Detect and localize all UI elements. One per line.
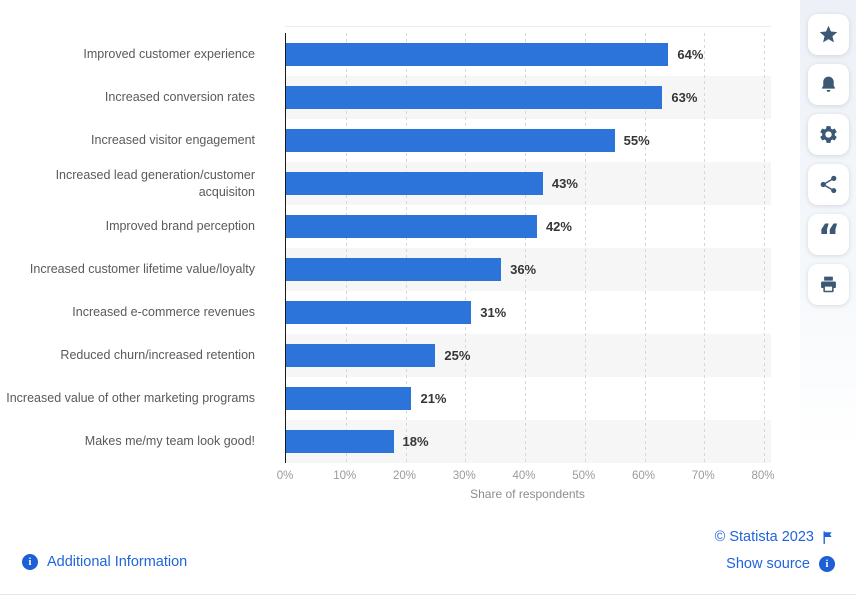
print-button[interactable] xyxy=(807,264,849,305)
category-label: Reduced churn/increased retention xyxy=(60,348,255,363)
show-source-label: Show source xyxy=(726,556,810,572)
additional-information-link[interactable]: i Additional Information xyxy=(22,554,187,570)
gridline xyxy=(465,33,467,463)
flag-icon xyxy=(823,530,832,544)
bar[interactable] xyxy=(286,344,436,367)
bar[interactable] xyxy=(286,215,537,238)
info-icon: i xyxy=(819,556,835,572)
category-label: Increased e-commerce revenues xyxy=(72,305,255,320)
gridline xyxy=(405,33,407,463)
toolbar-sidebar: “ xyxy=(800,0,856,600)
quote-icon: “ xyxy=(817,216,840,257)
bar-value-label: 36% xyxy=(510,262,537,277)
bar-value-label: 55% xyxy=(623,133,650,148)
category-label: Increased conversion rates xyxy=(104,90,255,105)
plot-top-border xyxy=(285,26,771,27)
x-tick-label: 30% xyxy=(452,470,476,482)
bar-value-label: 63% xyxy=(671,90,698,105)
copyright-link[interactable]: © Statista 2023 xyxy=(715,529,835,545)
bar[interactable] xyxy=(286,129,615,152)
gridline xyxy=(764,33,765,463)
additional-information-label: Additional Information xyxy=(47,554,188,570)
bar-value-label: 21% xyxy=(420,391,447,406)
bar-value-label: 64% xyxy=(677,47,704,62)
x-tick-label: 0% xyxy=(276,470,294,482)
bar[interactable] xyxy=(286,86,663,109)
x-tick-label: 10% xyxy=(333,470,357,482)
star-icon xyxy=(818,24,839,45)
share-button[interactable] xyxy=(807,164,849,205)
x-tick-label: 80% xyxy=(751,470,775,482)
category-label: Improved brand perception xyxy=(105,219,255,234)
x-tick-label: 60% xyxy=(631,470,656,482)
bell-icon xyxy=(818,74,839,95)
bar[interactable] xyxy=(286,172,543,195)
x-tick-label: 70% xyxy=(691,470,715,482)
gridline xyxy=(644,33,646,463)
star-button[interactable] xyxy=(807,14,849,55)
category-label: Increased visitor engagement xyxy=(91,133,255,148)
bar-value-label: 42% xyxy=(545,219,572,234)
gear-button[interactable] xyxy=(807,114,849,155)
share-icon xyxy=(818,174,839,195)
x-tick-label: 50% xyxy=(572,470,596,482)
info-icon: i xyxy=(22,554,38,570)
print-icon xyxy=(818,274,839,295)
x-tick-label: 20% xyxy=(392,470,417,482)
category-label: Increased lead generation/customer acqui… xyxy=(55,168,255,199)
bar-value-label: 43% xyxy=(551,176,578,191)
bar[interactable] xyxy=(286,258,502,281)
category-label: Increased value of other marketing progr… xyxy=(6,391,255,406)
bar[interactable] xyxy=(286,387,412,410)
x-tick-label: 40% xyxy=(512,470,536,482)
bar[interactable] xyxy=(286,430,394,453)
gear-icon xyxy=(818,124,839,145)
category-label: Improved customer experience xyxy=(83,47,255,62)
category-label: Makes me/my team look good! xyxy=(84,434,255,449)
category-label: Increased customer lifetime value/loyalt… xyxy=(29,262,255,277)
category-axis-labels: Improved customer experience Increased co… xyxy=(0,33,270,463)
bell-button[interactable] xyxy=(807,64,849,105)
bar-value-label: 31% xyxy=(480,305,507,320)
x-axis-ticks: 0% 10% 20% 30% 40% 50% 60% 70% 80% xyxy=(277,470,775,484)
gridline xyxy=(704,33,706,463)
bar[interactable] xyxy=(286,301,472,324)
gridline xyxy=(525,33,526,463)
bottom-divider xyxy=(0,594,856,595)
bar-value-label: 25% xyxy=(444,348,471,363)
bar-value-label: 18% xyxy=(402,434,429,449)
copyright-label: © Statista 2023 xyxy=(714,529,814,545)
show-source-link[interactable]: Show source i xyxy=(726,556,835,572)
gridline xyxy=(345,33,347,463)
quote-button[interactable]: “ xyxy=(807,214,849,257)
x-axis-title: Share of respondents xyxy=(470,487,585,501)
bar[interactable] xyxy=(286,43,669,66)
gridline xyxy=(584,33,586,463)
chart-plot-area: 64% 63% 55% 43% 42% 36% 31% 25% 21% 18% xyxy=(285,33,771,463)
